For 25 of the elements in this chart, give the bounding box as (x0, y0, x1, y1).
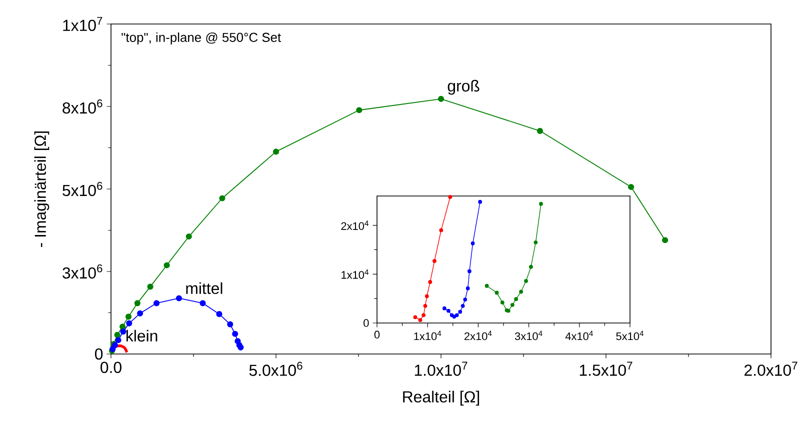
y-tick-label: 8x10$^{6}$ (62, 99, 102, 114)
x-tick-label: 0.0 (100, 362, 122, 374)
x-tick-label: 2x10$^{4}$ (464, 330, 492, 340)
annotation: "top", in-plane @ 550°C Set (122, 32, 281, 45)
x-tick-label: 0 (374, 330, 380, 339)
series-label: klein (126, 330, 158, 342)
y-tick-label: 0 (364, 319, 369, 327)
series-label: groß (448, 80, 480, 95)
y-tick-label: 3x10$^{6}$ (62, 264, 102, 279)
x-tick-label: 1.0x10$^{7}$ (414, 362, 468, 376)
y-tick-label: 2x10$^{4}$ (341, 220, 369, 230)
y-tick-label: 5x10$^{6}$ (62, 182, 102, 196)
y-axis-title: - Imaginärteil [Ω] (34, 131, 50, 247)
x-tick-label: 4x10$^{4}$ (565, 330, 593, 340)
x-tick-label: 5.0x10$^{6}$ (249, 362, 302, 376)
y-tick-label: 0 (94, 348, 103, 360)
y-tick-label: 1x10$^{7}$ (63, 16, 102, 32)
x-tick-label: 1.5x10$^{7}$ (580, 362, 632, 376)
x-tick-label: 5x10$^{4}$ (616, 330, 644, 340)
y-tick-label: 1x10$^{4}$ (342, 269, 369, 279)
x-axis-title: Realteil [Ω] (403, 390, 480, 406)
x-tick-label: 2.0x10$^{7}$ (744, 362, 798, 376)
x-tick-label: 3x10$^{4}$ (514, 330, 542, 340)
x-tick-label: 1x10$^{4}$ (414, 330, 442, 340)
series-label: mittel (186, 282, 222, 294)
